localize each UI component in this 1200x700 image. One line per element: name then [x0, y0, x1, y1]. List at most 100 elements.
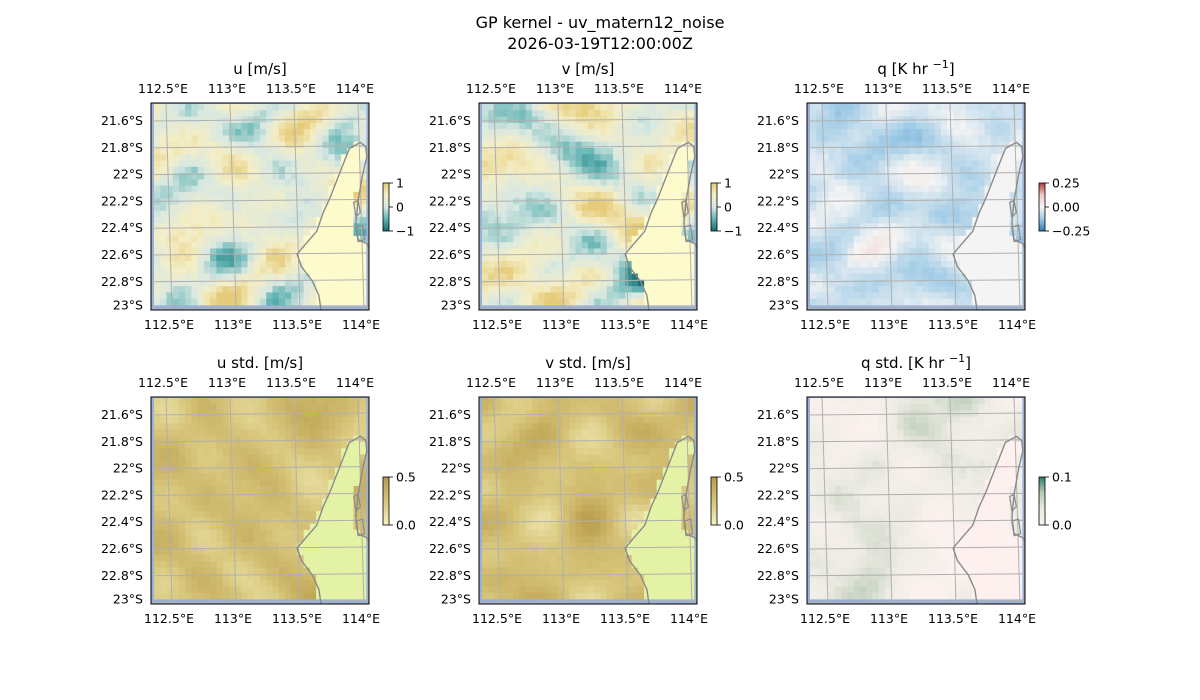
heat-cell [341, 279, 348, 287]
heat-cell [656, 435, 664, 443]
heat-cell [253, 273, 261, 281]
heat-cell [538, 454, 545, 462]
heat-cell [891, 179, 898, 187]
heat-cell [172, 410, 180, 418]
heat-cell [675, 261, 682, 268]
heat-cell [247, 198, 255, 205]
heat-cell [909, 217, 917, 224]
heat-cell [260, 129, 267, 136]
heat-cell [644, 141, 651, 149]
heat-cell [278, 555, 286, 562]
heat-cell [859, 223, 867, 231]
heat-cell [334, 160, 342, 168]
heat-cell [160, 517, 167, 525]
heat-cell [544, 273, 551, 281]
heat-cell [594, 267, 601, 274]
heat-cell [588, 198, 595, 205]
heat-cell [675, 160, 682, 168]
heat-cell [847, 254, 855, 262]
lon-tick-label-bottom: 114°E [998, 317, 1036, 332]
heat-cell [606, 122, 614, 130]
heat-cell [990, 141, 998, 149]
heat-cell [828, 147, 836, 155]
heat-cell [662, 410, 670, 418]
heat-cell [322, 580, 329, 587]
heat-cell [544, 479, 551, 487]
heat-cell [203, 185, 211, 193]
heat-cell [681, 423, 689, 430]
heat-cell [500, 147, 508, 155]
heat-cell [328, 479, 336, 487]
heat-cell [347, 279, 354, 287]
heat-cell [959, 286, 967, 293]
heat-cell [185, 435, 192, 443]
heat-cell [891, 198, 898, 205]
heat-cell [154, 279, 161, 287]
heat-cell [1003, 267, 1010, 274]
heat-cell [997, 292, 1004, 300]
heat-cell [191, 492, 199, 499]
heat-cell [210, 204, 217, 212]
heat-cell [619, 273, 626, 281]
lon-tick-label-top: 113.5°E [266, 81, 316, 96]
heat-cell [544, 147, 551, 155]
heat-cell [359, 416, 367, 424]
heat-cell [172, 292, 180, 300]
heat-cell [506, 173, 514, 180]
heat-cell [872, 223, 879, 231]
heat-cell [650, 248, 657, 256]
heat-cell [903, 185, 911, 193]
heat-cell [203, 147, 211, 155]
heat-cell [178, 448, 186, 455]
heat-cell [891, 129, 898, 136]
heat-cell [859, 104, 867, 111]
heat-cell [519, 248, 527, 256]
heat-cell [934, 204, 942, 212]
heat-cell [235, 429, 242, 437]
heat-cell [222, 517, 230, 525]
heat-cell [959, 279, 967, 287]
heat-cell [525, 448, 533, 455]
heat-cell [972, 141, 979, 149]
heat-cell [990, 235, 998, 243]
heat-cell [210, 229, 217, 237]
heat-cell [866, 204, 873, 212]
heat-cell [347, 536, 354, 543]
heat-cell [922, 210, 929, 218]
heat-cell [291, 529, 298, 537]
heat-cell [272, 210, 280, 218]
heat-cell [513, 410, 520, 418]
heat-cell [513, 154, 520, 161]
heat-cell [891, 154, 898, 161]
heat-cell [891, 286, 898, 293]
heat-cell [228, 198, 236, 205]
heat-cell [575, 110, 583, 117]
heat-cell [569, 210, 576, 218]
heat-cell [519, 479, 527, 487]
heat-cell [600, 217, 608, 224]
heat-cell [191, 592, 199, 600]
heat-cell [322, 141, 329, 149]
heat-cell [291, 261, 298, 268]
heat-cell [160, 217, 167, 224]
heat-cell [544, 173, 551, 180]
heat-cell [247, 160, 255, 168]
heat-cell [1003, 141, 1010, 149]
heat-cell [347, 185, 354, 193]
heat-cell [506, 429, 514, 437]
heat-cell [272, 567, 280, 575]
heat-cell [482, 173, 489, 180]
gridline-lat [479, 252, 697, 256]
heat-cell [359, 110, 367, 117]
heat-cell [500, 410, 508, 418]
heat-cell [525, 416, 533, 424]
heat-cell [884, 248, 892, 256]
heat-cell [940, 210, 948, 218]
heat-cell [216, 529, 223, 537]
heat-cell [303, 286, 311, 293]
heat-cell [266, 423, 273, 430]
heat-cell [828, 286, 836, 293]
heat-cell [828, 235, 836, 243]
heat-cell [1015, 122, 1023, 130]
heat-cell [538, 179, 545, 187]
